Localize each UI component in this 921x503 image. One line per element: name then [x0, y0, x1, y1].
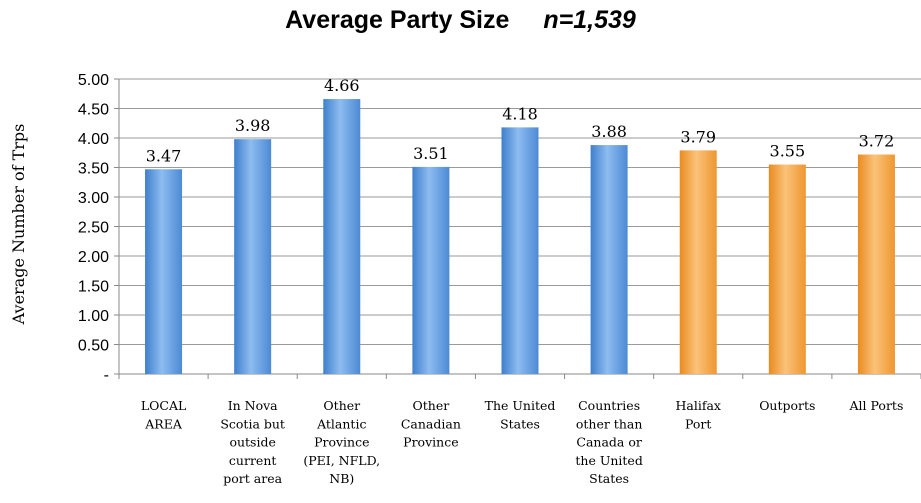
- bar: [145, 169, 183, 374]
- chart-subtitle: n=1,539: [543, 6, 636, 34]
- bar: [501, 127, 539, 374]
- bar: [768, 164, 806, 374]
- bars: [145, 99, 895, 374]
- x-category-label: Countries other than Canada or the United St…: [575, 398, 642, 486]
- y-tick-labels: - 0.50 1.00 1.50 2.00 2.50 3.00 3.50 4.00 4.50 5.0…: [78, 72, 109, 384]
- bar: [857, 154, 895, 374]
- x-category-label: LOCAL AREA: [141, 398, 186, 431]
- data-label: 4.18: [502, 104, 538, 123]
- y-tick-label: 5.00: [78, 72, 109, 89]
- x-category-label: In Nova Scotia but outside current port area: [220, 398, 285, 486]
- bar: [323, 99, 361, 374]
- y-tick-label: 4.50: [78, 102, 109, 119]
- y-tick-label: 0.50: [78, 338, 109, 355]
- data-labels: 3.47 3.98 4.66 3.51 4.18 3.88 3.79 3.55 3.72: [146, 76, 895, 165]
- y-tick-label: 4.00: [78, 131, 109, 148]
- x-category-label: Other Canadian Province: [401, 398, 461, 450]
- y-tick-label: 1.50: [78, 279, 109, 296]
- x-category-label: Outports: [759, 398, 815, 413]
- chart-title: Average Party Size: [285, 6, 510, 34]
- y-tick-label: 3.00: [78, 190, 109, 207]
- data-label: 3.51: [413, 144, 449, 163]
- bar: [412, 166, 450, 374]
- data-label: 3.88: [591, 122, 627, 141]
- data-label: 3.47: [146, 146, 182, 165]
- y-axis-label: Average Number of Trps: [9, 124, 28, 326]
- data-label: 3.55: [770, 142, 806, 161]
- y-tick-label: 2.00: [78, 249, 109, 266]
- y-tick-label: 2.50: [78, 220, 109, 237]
- bar: [679, 150, 717, 374]
- x-category-label: The United States: [485, 398, 556, 431]
- y-tick-label: -: [104, 367, 109, 384]
- category-labels: LOCAL AREA In Nova Scotia but outside current…: [141, 398, 904, 486]
- data-label: 3.98: [235, 116, 271, 135]
- y-tick-label: 3.50: [78, 161, 109, 178]
- data-label: 3.72: [859, 132, 895, 151]
- x-category-label: All Ports: [849, 398, 904, 413]
- data-label: 4.66: [324, 76, 360, 95]
- x-category-label: Other Atlantic Province (PEI, NFLD, NB): [303, 398, 380, 486]
- data-label: 3.79: [680, 127, 716, 146]
- y-tick-label: 1.00: [78, 308, 109, 325]
- bar: [234, 139, 272, 374]
- x-category-label: Halifax Port: [675, 398, 720, 431]
- chart-title-row: Average Party Size n=1,539: [0, 6, 921, 35]
- bar: [590, 145, 628, 374]
